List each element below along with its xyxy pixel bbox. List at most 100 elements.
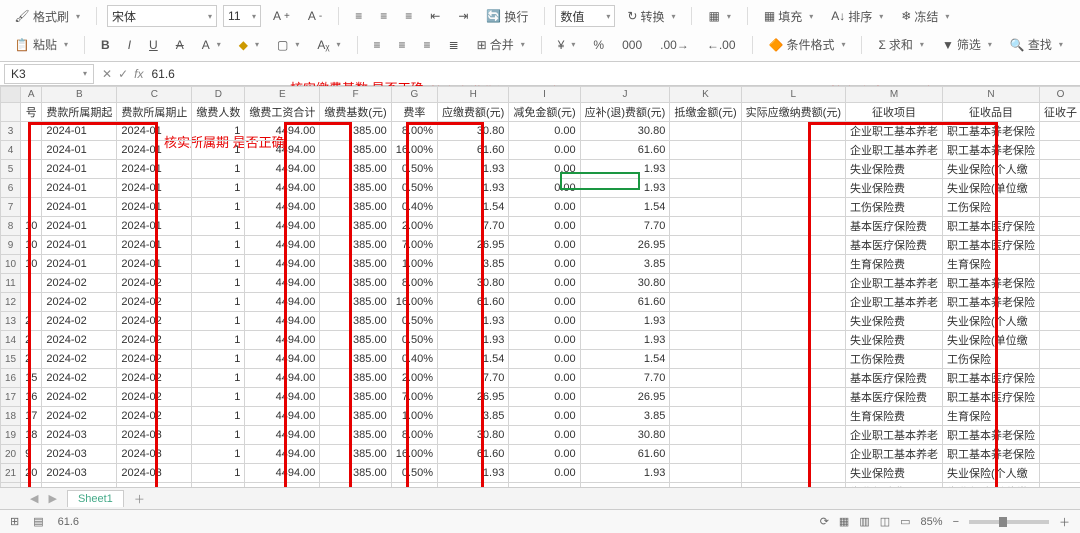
- font-size-select[interactable]: 11▾: [223, 5, 261, 27]
- row-header[interactable]: 20: [1, 445, 21, 464]
- row-header[interactable]: 3: [1, 122, 21, 141]
- cell[interactable]: 企业职工基本养老: [845, 426, 942, 445]
- row-header[interactable]: 16: [1, 369, 21, 388]
- cell[interactable]: 15: [21, 369, 42, 388]
- cell[interactable]: 385.00: [320, 160, 391, 179]
- cell[interactable]: 4494.00: [245, 141, 320, 160]
- cell[interactable]: 385.00: [320, 426, 391, 445]
- cell[interactable]: 职工基本养老保险: [942, 293, 1039, 312]
- sort-button[interactable]: A↓ 排序▾: [825, 6, 889, 27]
- wrap-button[interactable]: 🔄 换行: [480, 6, 534, 27]
- cell[interactable]: 生育保险费: [845, 407, 942, 426]
- column-header[interactable]: M: [845, 87, 942, 103]
- cell[interactable]: 3.85: [438, 255, 509, 274]
- cell[interactable]: [1039, 255, 1080, 274]
- cell[interactable]: [1039, 217, 1080, 236]
- cell[interactable]: [1039, 312, 1080, 331]
- cell[interactable]: 30.80: [438, 426, 509, 445]
- cell[interactable]: 4494.00: [245, 331, 320, 350]
- cell[interactable]: [1039, 122, 1080, 141]
- cell[interactable]: [670, 198, 741, 217]
- column-header[interactable]: B: [42, 87, 117, 103]
- cell[interactable]: 1.93: [438, 312, 509, 331]
- underline-button[interactable]: U: [143, 36, 164, 54]
- cell[interactable]: 4494.00: [245, 236, 320, 255]
- cell[interactable]: [741, 293, 845, 312]
- font-color-button[interactable]: A▾: [196, 36, 227, 54]
- cell[interactable]: [741, 426, 845, 445]
- cell[interactable]: 1.93: [580, 179, 670, 198]
- column-header[interactable]: O: [1039, 87, 1080, 103]
- view-page-icon[interactable]: ▥: [859, 515, 869, 528]
- cell[interactable]: [670, 293, 741, 312]
- increase-decimal-button[interactable]: .00→: [654, 36, 695, 54]
- cell[interactable]: 0.50%: [391, 331, 437, 350]
- cell[interactable]: 4494.00: [245, 217, 320, 236]
- cell[interactable]: 1: [192, 331, 245, 350]
- align-center-button[interactable]: ≡: [393, 36, 412, 54]
- cell[interactable]: 2: [21, 350, 42, 369]
- cell[interactable]: [741, 350, 845, 369]
- cell[interactable]: 16.00%: [391, 445, 437, 464]
- cell[interactable]: 4494.00: [245, 122, 320, 141]
- cell[interactable]: 2024-02: [117, 350, 192, 369]
- cell[interactable]: 2024-01: [42, 141, 117, 160]
- sum-button[interactable]: Σ 求和▾: [872, 34, 929, 55]
- cell[interactable]: 失业保险(单位缴: [942, 331, 1039, 350]
- outdent-button[interactable]: ⇤: [424, 7, 446, 25]
- cell[interactable]: 0.00: [509, 312, 580, 331]
- cell[interactable]: 2024-01: [42, 160, 117, 179]
- cell[interactable]: 失业保险(个人缴: [942, 464, 1039, 483]
- cell[interactable]: 2024-02: [42, 369, 117, 388]
- cell[interactable]: [741, 179, 845, 198]
- cell[interactable]: [741, 198, 845, 217]
- cell[interactable]: 1: [192, 407, 245, 426]
- cell[interactable]: 4494.00: [245, 369, 320, 388]
- cell[interactable]: 2024-01: [42, 179, 117, 198]
- cell[interactable]: 385.00: [320, 179, 391, 198]
- cell[interactable]: 385.00: [320, 255, 391, 274]
- cell[interactable]: [1039, 198, 1080, 217]
- cell[interactable]: 2024-01: [42, 198, 117, 217]
- cell[interactable]: [670, 312, 741, 331]
- cell[interactable]: 职工基本医疗保险: [942, 388, 1039, 407]
- cell[interactable]: 20: [21, 464, 42, 483]
- column-header[interactable]: C: [117, 87, 192, 103]
- cell[interactable]: 2024-02: [117, 407, 192, 426]
- cell[interactable]: 2024-03: [42, 445, 117, 464]
- cell[interactable]: 企业职工基本养老: [845, 141, 942, 160]
- currency-button[interactable]: ¥▾: [552, 36, 582, 54]
- reading-mode-icon[interactable]: ▭: [900, 515, 910, 528]
- cell[interactable]: 失业保险费: [845, 179, 942, 198]
- cell[interactable]: 2.00%: [391, 217, 437, 236]
- cell[interactable]: 26.95: [580, 388, 670, 407]
- cell[interactable]: 1.54: [580, 198, 670, 217]
- cell[interactable]: 0.00: [509, 122, 580, 141]
- cell[interactable]: 7.00%: [391, 388, 437, 407]
- cell[interactable]: 4494.00: [245, 255, 320, 274]
- zoom-level[interactable]: 85%: [921, 516, 943, 528]
- cell[interactable]: 0.00: [509, 179, 580, 198]
- cell[interactable]: 4494.00: [245, 464, 320, 483]
- cell[interactable]: [670, 331, 741, 350]
- decrease-decimal-button[interactable]: ←.00: [701, 36, 742, 54]
- cell[interactable]: 1.93: [580, 331, 670, 350]
- add-sheet-button[interactable]: ＋: [134, 491, 145, 507]
- cell[interactable]: 4494.00: [245, 293, 320, 312]
- cell[interactable]: [21, 179, 42, 198]
- cell[interactable]: 385.00: [320, 312, 391, 331]
- cell[interactable]: 2024-01: [117, 179, 192, 198]
- cell[interactable]: [1039, 369, 1080, 388]
- cell[interactable]: 1.93: [438, 160, 509, 179]
- cell[interactable]: 失业保险(个人缴: [942, 312, 1039, 331]
- strike-button[interactable]: A: [170, 36, 190, 54]
- cell[interactable]: 1: [192, 426, 245, 445]
- cell[interactable]: 17: [21, 407, 42, 426]
- cell[interactable]: 2024-02: [42, 312, 117, 331]
- cell[interactable]: 1.93: [580, 160, 670, 179]
- cell[interactable]: 1: [192, 255, 245, 274]
- cell[interactable]: 失业保险(个人缴: [942, 160, 1039, 179]
- cell[interactable]: [741, 122, 845, 141]
- cell[interactable]: 职工基本医疗保险: [942, 217, 1039, 236]
- cell[interactable]: 2: [21, 312, 42, 331]
